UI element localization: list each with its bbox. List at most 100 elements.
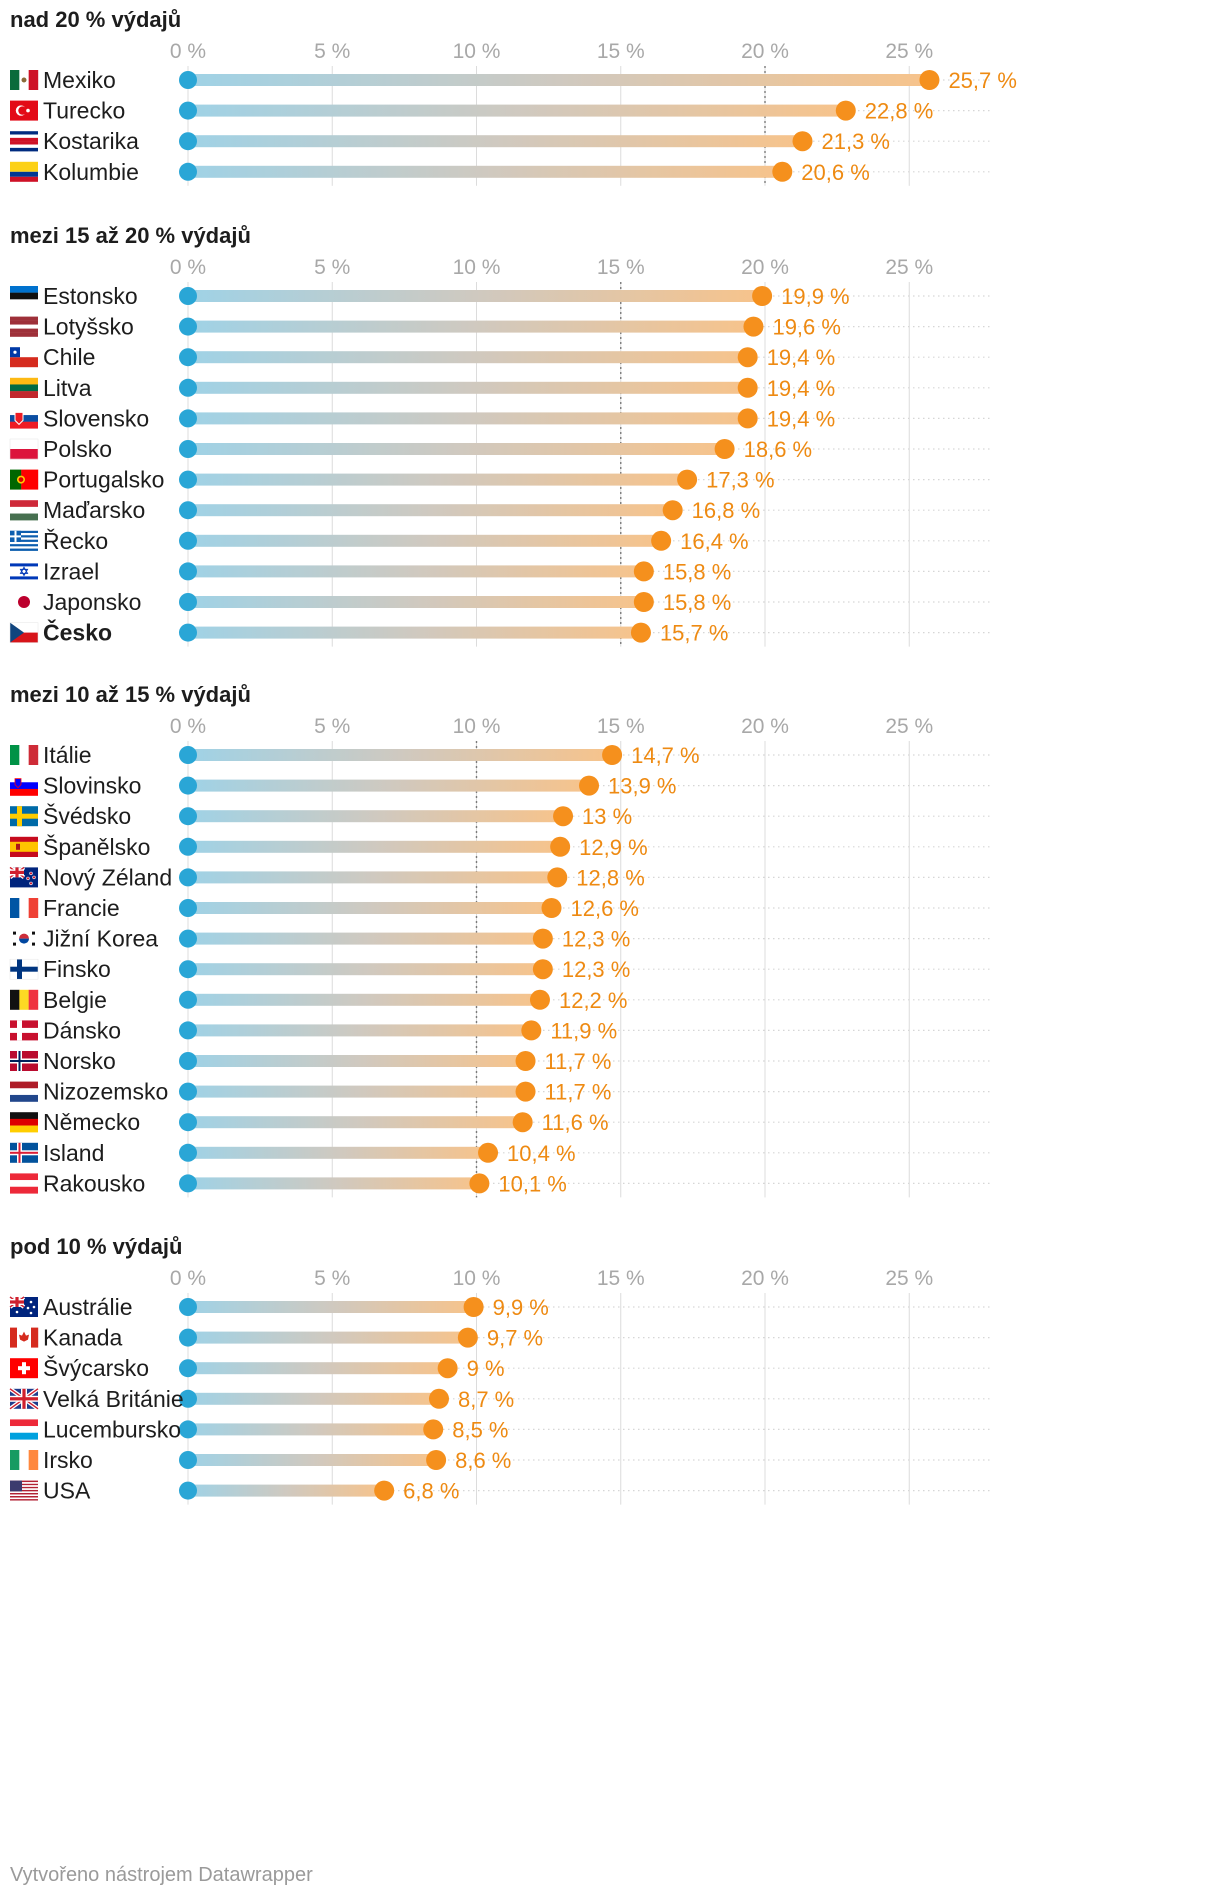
country-label: Německo [43, 1109, 140, 1135]
range-bar [188, 165, 783, 178]
x-tick-label: 15 % [597, 1267, 645, 1290]
value-dot [550, 836, 571, 857]
data-row: Švýcarsko 9 % [10, 1354, 990, 1381]
flag-au-icon [8, 1295, 38, 1317]
value-label: 17,3 % [706, 468, 775, 493]
flag-fr-icon [10, 898, 39, 918]
range-bar [188, 1177, 480, 1190]
start-dot [179, 960, 197, 979]
flag-lu-icon [10, 1419, 38, 1440]
x-tick-label: 20 % [741, 256, 789, 279]
data-row: Rakousko 10,1 % [10, 1170, 990, 1196]
country-label: Litva [43, 375, 92, 401]
start-dot [179, 1082, 197, 1101]
range-bar [188, 1362, 448, 1375]
value-dot [478, 1142, 499, 1163]
data-row: Řecko 16,4 % [10, 528, 990, 554]
data-row: Island 10,4 % [10, 1140, 990, 1166]
range-bar [188, 565, 644, 578]
data-row: Portugalsko 17,3 % [10, 467, 990, 493]
start-dot [179, 1420, 197, 1439]
x-tick-label: 0 % [170, 256, 206, 279]
start-dot [179, 1143, 197, 1162]
value-label: 22,8 % [865, 99, 934, 124]
country-label: Irsko [43, 1447, 93, 1473]
value-dot [662, 500, 683, 521]
value-label: 9 % [467, 1356, 505, 1381]
value-label: 18,6 % [744, 437, 813, 462]
range-bar [188, 473, 688, 486]
value-label: 8,5 % [452, 1417, 508, 1442]
country-label: Kolumbie [43, 159, 139, 185]
data-row: Finsko 12,3 % [9, 956, 990, 982]
value-label: 15,7 % [660, 621, 729, 646]
value-dot [532, 928, 553, 949]
flag-fi-icon [9, 958, 39, 980]
start-dot [179, 776, 197, 795]
country-label: Španělsko [43, 833, 150, 860]
start-dot [179, 623, 197, 642]
value-dot [547, 867, 568, 888]
x-tick-label: 5 % [314, 40, 350, 63]
value-dot [579, 775, 600, 796]
flag-ch-icon [10, 1358, 38, 1379]
start-dot [179, 1052, 197, 1070]
range-bar [188, 381, 748, 394]
flag-sk-icon [10, 408, 38, 429]
value-dot [651, 530, 672, 551]
value-label: 6,8 % [403, 1479, 459, 1504]
flag-cl-icon [10, 347, 38, 368]
start-dot [179, 1113, 197, 1132]
start-dot [179, 562, 197, 581]
value-dot [541, 898, 562, 918]
range-bar [188, 351, 748, 364]
country-label: Japonsko [43, 589, 141, 615]
value-dot [423, 1419, 444, 1440]
value-label: 11,6 % [542, 1110, 609, 1135]
value-dot [428, 1388, 449, 1409]
data-row: Jižní Korea 12,3 % [10, 926, 990, 952]
data-row: Polsko 18,6 % [9, 436, 990, 462]
value-dot [374, 1480, 395, 1501]
value-label: 10,1 % [498, 1171, 567, 1196]
group-title: pod 10 % výdajů [10, 1234, 182, 1259]
x-tick-label: 0 % [170, 40, 206, 63]
range-bar [188, 1454, 437, 1466]
country-label: Lucembursko [43, 1416, 181, 1442]
flag-il-icon [10, 561, 38, 582]
value-label: 8,7 % [458, 1387, 514, 1412]
flag-se-icon [10, 806, 38, 827]
range-bar [188, 1085, 526, 1098]
data-row: USA 6,8 % [10, 1478, 990, 1504]
start-dot [179, 1481, 197, 1500]
start-dot [179, 378, 197, 397]
value-label: 19,4 % [767, 345, 836, 370]
range-bar [188, 810, 564, 823]
value-dot [633, 592, 654, 612]
flag-hu-icon [10, 500, 38, 521]
value-label: 15,8 % [663, 590, 732, 615]
value-label: 21,3 % [822, 129, 891, 154]
data-row: Lotyšsko 19,6 % [10, 314, 990, 340]
x-tick-label: 5 % [314, 715, 350, 738]
country-label: Česko [43, 619, 112, 646]
value-dot [553, 806, 574, 827]
start-dot [179, 531, 197, 550]
country-label: Finsko [43, 956, 111, 982]
data-row: Mexiko 25,7 % [10, 67, 1017, 93]
data-row: Izrael 15,8 % [10, 558, 990, 584]
start-dot [179, 868, 197, 887]
range-bar [188, 1331, 468, 1344]
range-bar [188, 534, 662, 547]
range-bar [188, 1116, 523, 1129]
country-label: Maďarsko [43, 497, 145, 523]
x-tick-label: 10 % [453, 1267, 501, 1290]
start-dot [179, 1451, 197, 1469]
flag-jp-icon [10, 592, 38, 612]
value-label: 19,4 % [767, 406, 836, 431]
country-label: Polsko [43, 436, 112, 462]
flag-be-icon [10, 989, 39, 1010]
value-dot [743, 316, 764, 337]
flag-cz-icon [9, 622, 39, 643]
